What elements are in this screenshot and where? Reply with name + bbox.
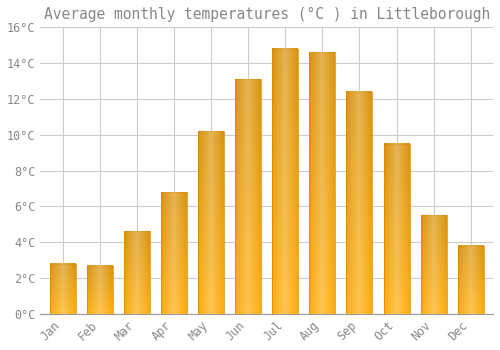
Bar (346, 92, 372, 314)
Bar (124, 231, 150, 314)
Title: Average monthly temperatures (°C ) in Littleborough: Average monthly temperatures (°C ) in Li… (44, 7, 490, 22)
Bar (310, 52, 336, 314)
Bar (420, 215, 446, 314)
Bar (86, 266, 113, 314)
Bar (458, 246, 484, 314)
Bar (198, 131, 224, 314)
Bar (161, 192, 187, 314)
Bar (235, 79, 261, 314)
Bar (272, 49, 298, 314)
Bar (384, 144, 409, 314)
Bar (50, 264, 76, 314)
